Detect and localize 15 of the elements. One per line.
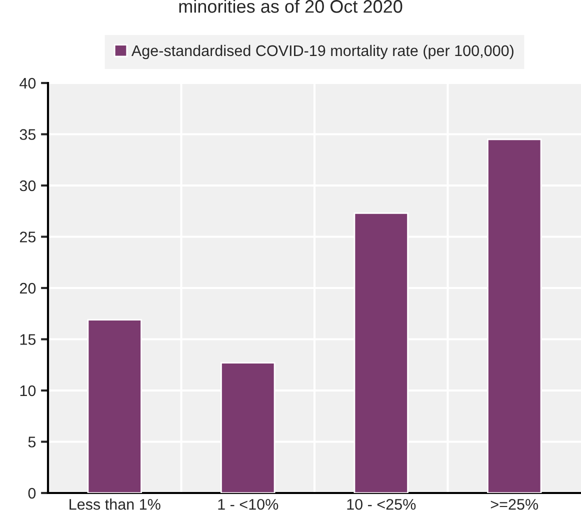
x-tick-label: >=25% <box>490 498 538 510</box>
y-tick-label: 10 <box>20 385 36 396</box>
legend-label: Age-standardised COVID-19 mortality rate (per 100,000) <box>131 44 514 60</box>
y-tick-label: 25 <box>20 232 36 242</box>
y-tick-label: 15 <box>20 334 36 345</box>
y-tick-label: 0 <box>28 488 36 499</box>
y-tick-label: 35 <box>20 129 36 140</box>
y-tick-label: 30 <box>20 180 36 192</box>
y-tick-label: 40 <box>20 78 36 89</box>
y-tick-label: 5 <box>28 436 36 448</box>
y-tick-label: 20 <box>20 282 36 294</box>
x-tick-label: Less than 1% <box>70 498 160 510</box>
chart-title: minorities as of 20 Oct 2020 <box>179 0 402 13</box>
x-tick-label: 10 - <25% <box>347 498 416 510</box>
x-tick-label: 1 - <10% <box>218 498 278 510</box>
